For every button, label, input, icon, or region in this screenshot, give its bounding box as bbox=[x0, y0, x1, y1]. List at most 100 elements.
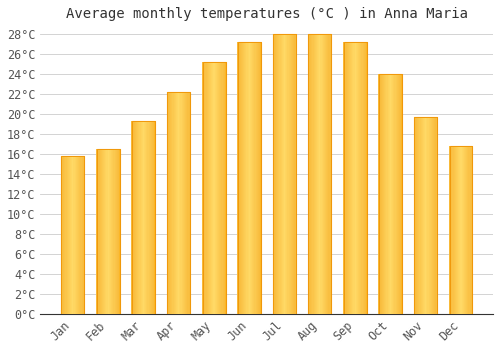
Bar bbox=[172, 92, 174, 314]
Bar bbox=[417, 117, 418, 314]
Bar bbox=[259, 42, 260, 314]
Bar bbox=[62, 156, 63, 314]
Bar bbox=[206, 62, 208, 314]
Bar bbox=[309, 34, 310, 314]
Bar bbox=[68, 156, 69, 314]
Bar bbox=[273, 34, 296, 314]
Bar bbox=[186, 92, 188, 314]
Bar bbox=[212, 62, 214, 314]
Bar bbox=[96, 149, 120, 314]
Bar bbox=[357, 42, 358, 314]
Bar bbox=[360, 42, 362, 314]
Bar bbox=[178, 92, 180, 314]
Bar bbox=[399, 74, 400, 314]
Bar bbox=[69, 156, 70, 314]
Bar bbox=[251, 42, 252, 314]
Bar bbox=[454, 146, 456, 314]
Bar bbox=[468, 146, 469, 314]
Bar bbox=[136, 121, 137, 314]
Bar bbox=[250, 42, 251, 314]
Bar bbox=[143, 121, 144, 314]
Bar bbox=[138, 121, 140, 314]
Title: Average monthly temperatures (°C ) in Anna Maria: Average monthly temperatures (°C ) in An… bbox=[66, 7, 468, 21]
Bar bbox=[344, 42, 366, 314]
Bar bbox=[220, 62, 222, 314]
Bar bbox=[293, 34, 294, 314]
Bar bbox=[134, 121, 135, 314]
Bar bbox=[249, 42, 250, 314]
Bar bbox=[153, 121, 154, 314]
Bar bbox=[280, 34, 281, 314]
Bar bbox=[310, 34, 312, 314]
Bar bbox=[322, 34, 323, 314]
Bar bbox=[308, 34, 332, 314]
Bar bbox=[238, 42, 240, 314]
Bar bbox=[452, 146, 454, 314]
Bar bbox=[291, 34, 292, 314]
Bar bbox=[202, 62, 203, 314]
Bar bbox=[77, 156, 78, 314]
Bar bbox=[450, 146, 472, 314]
Bar bbox=[414, 117, 415, 314]
Bar bbox=[379, 74, 402, 314]
Bar bbox=[350, 42, 351, 314]
Bar bbox=[132, 121, 155, 314]
Bar bbox=[308, 34, 332, 314]
Bar bbox=[432, 117, 433, 314]
Bar bbox=[145, 121, 146, 314]
Bar bbox=[118, 149, 119, 314]
Bar bbox=[244, 42, 246, 314]
Bar bbox=[284, 34, 285, 314]
Bar bbox=[344, 42, 346, 314]
Bar bbox=[273, 34, 296, 314]
Bar bbox=[256, 42, 257, 314]
Bar bbox=[219, 62, 220, 314]
Bar bbox=[348, 42, 349, 314]
Bar bbox=[254, 42, 256, 314]
Bar bbox=[349, 42, 350, 314]
Bar bbox=[356, 42, 357, 314]
Bar bbox=[272, 34, 274, 314]
Bar bbox=[214, 62, 216, 314]
Bar bbox=[61, 156, 62, 314]
Bar bbox=[148, 121, 150, 314]
Bar bbox=[242, 42, 243, 314]
Bar bbox=[450, 146, 472, 314]
Bar bbox=[62, 156, 84, 314]
Bar bbox=[177, 92, 178, 314]
Bar bbox=[112, 149, 114, 314]
Bar bbox=[365, 42, 366, 314]
Bar bbox=[258, 42, 259, 314]
Bar bbox=[288, 34, 290, 314]
Bar bbox=[168, 92, 169, 314]
Bar bbox=[243, 42, 244, 314]
Bar bbox=[63, 156, 64, 314]
Bar bbox=[132, 121, 134, 314]
Bar bbox=[248, 42, 249, 314]
Bar bbox=[456, 146, 457, 314]
Bar bbox=[240, 42, 242, 314]
Bar bbox=[294, 34, 296, 314]
Bar bbox=[400, 74, 402, 314]
Bar bbox=[458, 146, 460, 314]
Bar bbox=[132, 121, 155, 314]
Bar bbox=[168, 92, 190, 314]
Bar bbox=[396, 74, 397, 314]
Bar bbox=[116, 149, 117, 314]
Bar bbox=[275, 34, 276, 314]
Bar bbox=[103, 149, 104, 314]
Bar bbox=[109, 149, 110, 314]
Bar bbox=[222, 62, 224, 314]
Bar bbox=[184, 92, 185, 314]
Bar bbox=[397, 74, 398, 314]
Bar bbox=[312, 34, 314, 314]
Bar bbox=[354, 42, 356, 314]
Bar bbox=[74, 156, 76, 314]
Bar bbox=[100, 149, 101, 314]
Bar bbox=[108, 149, 109, 314]
Bar bbox=[98, 149, 100, 314]
Bar bbox=[176, 92, 177, 314]
Bar bbox=[210, 62, 211, 314]
Bar bbox=[185, 92, 186, 314]
Bar bbox=[82, 156, 84, 314]
